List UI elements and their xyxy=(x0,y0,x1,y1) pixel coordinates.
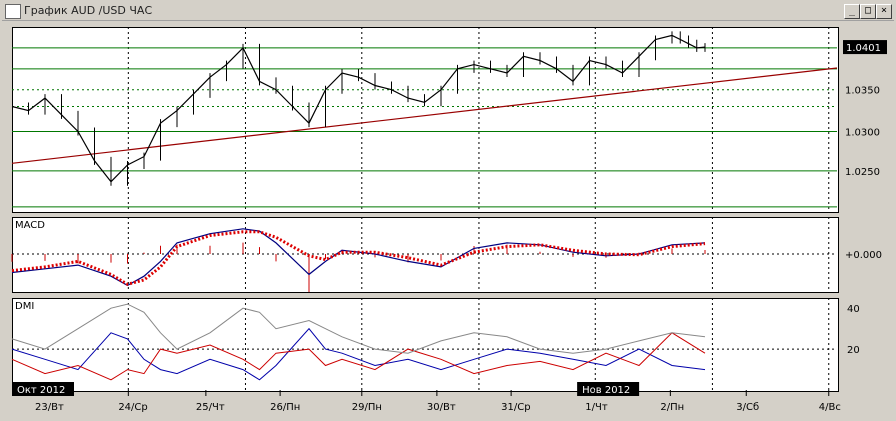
x-label-4: 29/Пн xyxy=(352,402,382,413)
price-series-line xyxy=(11,34,706,183)
price-ytick-2: 1.0350 xyxy=(845,86,880,97)
x-label-2: 25/Чт xyxy=(196,402,225,413)
price-panel xyxy=(12,27,839,213)
adx-line xyxy=(11,303,706,354)
title-bar[interactable]: График AUD /USD ЧАС _ □ × xyxy=(2,2,894,21)
price-ytick-0: 1.0250 xyxy=(845,167,880,178)
current-price-badge xyxy=(843,40,887,55)
current-price-label: 1.0401 xyxy=(846,43,881,54)
dmi-ytick-0: 40 xyxy=(847,304,860,315)
macd-ytick: +0.000 xyxy=(845,250,882,261)
signal-line xyxy=(11,230,706,286)
price-ytick-1: 1.0300 xyxy=(845,128,880,139)
x-label-9: 3/Сб xyxy=(736,402,759,413)
x-label-1: 24/Ср xyxy=(118,402,147,413)
x-label-8: 2/Пн xyxy=(660,402,684,413)
trend-line xyxy=(11,67,838,164)
x-label-10: 4/Вс xyxy=(819,402,841,413)
x-label-0: 23/Вт xyxy=(35,402,64,413)
dmi-ytick-1: 20 xyxy=(847,345,860,356)
x-label-5: 30/Вт xyxy=(427,402,456,413)
macd-title: MACD xyxy=(15,220,45,231)
x-label-6: 31/Ср xyxy=(501,402,530,413)
dmi-plus-line xyxy=(11,327,706,381)
month-badge-0 xyxy=(12,382,74,396)
restore-button[interactable]: □ xyxy=(860,4,876,19)
macd-panel xyxy=(12,217,839,293)
dmi-minus-line xyxy=(11,332,706,381)
month-badge-label-0: Окт 2012 xyxy=(17,385,65,396)
x-label-3: 26/Пн xyxy=(270,402,300,413)
x-label-7: 1/Чт xyxy=(585,402,608,413)
dmi-title: DMI xyxy=(15,301,34,312)
macd-line xyxy=(11,228,706,287)
dmi-panel xyxy=(12,298,839,392)
month-badge-1 xyxy=(577,382,640,396)
month-badge-label-1: Нов 2012 xyxy=(582,385,630,396)
close-button[interactable]: × xyxy=(876,4,892,19)
minimize-button[interactable]: _ xyxy=(844,4,860,19)
chart-window-icon xyxy=(5,4,21,19)
window-title: График AUD /USD ЧАС xyxy=(24,4,153,17)
